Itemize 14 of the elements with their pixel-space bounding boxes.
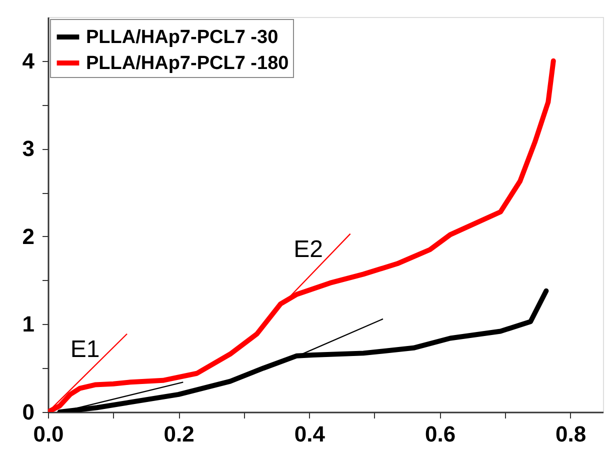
x-tick-label: 0.6 bbox=[424, 422, 456, 446]
y-tick-label: 4 bbox=[22, 48, 36, 74]
y-tick-label: 3 bbox=[22, 136, 34, 162]
x-tick-label: 0.0 bbox=[33, 422, 64, 446]
annotation: E1 bbox=[70, 336, 100, 363]
y-tick-label: 2 bbox=[22, 224, 34, 249]
y-tick-label: 1 bbox=[22, 312, 34, 337]
x-tick-label: 0.8 bbox=[556, 422, 586, 446]
legend-label: PLLA/HAp7-PCL7 -180 bbox=[86, 53, 289, 74]
x-tick-label: 0.4 bbox=[294, 422, 326, 446]
legend-label: PLLA/HAp7-PCL7 -30 bbox=[86, 27, 278, 48]
y-tick-label: 0 bbox=[22, 400, 34, 424]
annotation: E2 bbox=[294, 236, 323, 263]
x-tick-label: 0.2 bbox=[164, 422, 194, 446]
